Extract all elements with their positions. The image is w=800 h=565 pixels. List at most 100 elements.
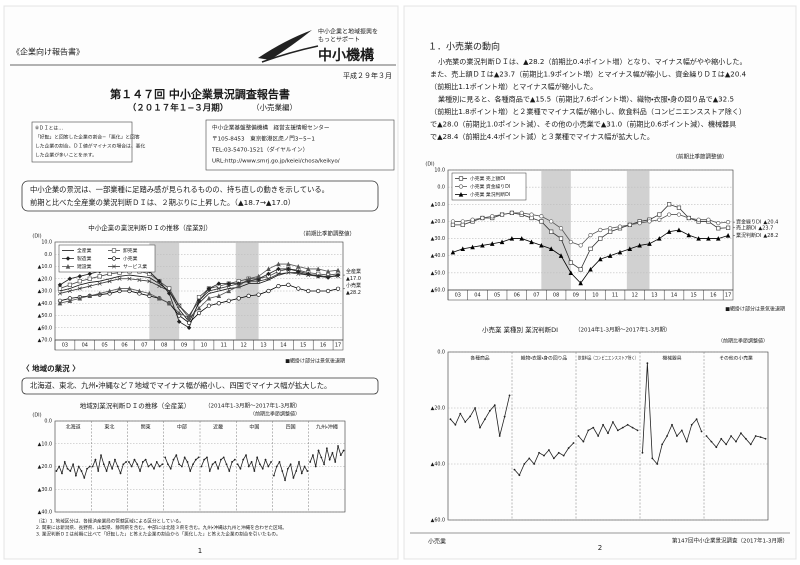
footnote: （注）1. 地域区分は、各経済産業局の管轄区域による区分としている。: [36, 518, 184, 525]
data-point: [289, 463, 292, 466]
x-tick-label: 08: [553, 293, 559, 299]
data-point: [226, 298, 231, 303]
data-point: [454, 423, 457, 426]
footer-title: 第147回中小企業景況調査（2017年1-3月期）: [672, 537, 788, 545]
data-point: [276, 271, 281, 276]
data-point: [710, 440, 713, 443]
data-point: [690, 423, 693, 426]
data-point: [236, 283, 242, 289]
data-point: [493, 404, 496, 407]
data-point: [187, 313, 192, 318]
data-point: [183, 456, 186, 459]
y-tick-label: ▲60.0: [38, 325, 52, 331]
data-point: [97, 290, 102, 296]
data-point: [627, 246, 633, 251]
chart-subtitle: （2014年1-3月期〜2017年1-3月期）: [575, 326, 670, 334]
data-point: [206, 286, 212, 291]
legend-marker: [458, 184, 464, 189]
legend-label: 建設業: [77, 263, 92, 270]
data-point: [153, 467, 155, 470]
page-number: 2: [598, 544, 602, 552]
data-point: [509, 236, 515, 241]
data-point: [637, 242, 642, 248]
data-point: [598, 236, 603, 241]
data-point: [72, 463, 75, 466]
data-point: [676, 435, 678, 437]
data-point: [616, 429, 619, 432]
data-point: [646, 362, 649, 365]
data-point: [58, 465, 61, 468]
data-point: [331, 451, 334, 454]
data-point: [102, 463, 105, 466]
data-point: [203, 458, 206, 461]
data-point: [716, 221, 721, 226]
end-label-value: ▲20.4: [763, 220, 778, 226]
data-point: [470, 244, 475, 250]
data-point: [657, 212, 662, 217]
report-period: （２０１７年１−３月期）: [128, 103, 229, 114]
data-point: [303, 465, 306, 468]
y-tick-label: 0.0: [44, 252, 52, 258]
data-point: [588, 246, 593, 251]
section-heading: 〈 地域の業況 〉: [22, 363, 80, 373]
data-point: [296, 269, 301, 274]
data-point: [671, 423, 673, 426]
data-point: [177, 303, 182, 308]
data-point: [226, 288, 232, 294]
data-point: [528, 457, 531, 460]
data-point: [137, 277, 142, 282]
data-point: [144, 458, 147, 461]
paragraph-line: で▲28.0（前期比1.0ポイント減）、その他の小売業で▲31.0（前期比0.6…: [430, 120, 736, 129]
data-point: [631, 426, 634, 429]
data-point: [176, 319, 182, 324]
data-point: [117, 276, 122, 281]
legend-marker: [458, 192, 464, 197]
data-point: [211, 463, 214, 466]
data-point: [139, 470, 141, 472]
data-point: [186, 320, 192, 325]
data-point: [189, 470, 192, 472]
data-point: [489, 241, 495, 246]
data-point: [222, 456, 225, 459]
data-point: [266, 271, 271, 277]
legend-label: 小売業 資金繰りDI: [470, 183, 510, 190]
data-point: [87, 284, 92, 289]
data-point: [759, 436, 762, 439]
recession-shade: [235, 242, 259, 340]
data-point: [175, 454, 178, 457]
data-point: [325, 447, 328, 450]
data-point: [578, 267, 583, 272]
data-point: [558, 236, 564, 241]
data-point: [309, 461, 312, 463]
data-point: [261, 467, 264, 470]
data-point: [503, 415, 506, 418]
paragraph-line: で▲28.4（前期比4.4ポイント減）と３業種でマイナス幅が拡大した。: [430, 132, 654, 141]
paragraph-line: 業種別に見ると、各種商品で▲15.5（前期比7.6ポイント増）、織物・衣服・身の…: [438, 95, 734, 104]
data-point: [186, 315, 192, 321]
data-point: [661, 443, 664, 446]
y-tick-label: ▲20.0: [431, 406, 445, 412]
data-point: [107, 279, 112, 284]
y-tick-label: ▲20.0: [431, 219, 445, 225]
x-tick-label: 04: [82, 343, 88, 349]
di-explanation: した企業の割合。ＤＩ値がマイナスの場合は、悪化: [35, 143, 145, 150]
di-explanation: した企業が多いことを示す。: [35, 152, 97, 159]
data-point: [286, 270, 291, 275]
x-tick-label: 06: [514, 293, 520, 299]
di-explanation: 「好転」と回答した企業の割合−「悪化」と回答: [35, 134, 140, 141]
data-point: [178, 463, 180, 466]
y-tick-label: ▲50.0: [431, 270, 445, 276]
data-point: [281, 470, 284, 472]
data-point: [499, 212, 505, 217]
report-label: 《企業向け報告書》: [12, 47, 84, 57]
data-point: [450, 222, 456, 227]
y-tick-label: 10.0: [41, 240, 52, 246]
data-point: [314, 465, 317, 468]
data-point: [676, 212, 682, 217]
y-tick-label: ▲10.0: [431, 202, 445, 208]
contact-line: URL:http://www.smrj.go.jp/keiei/chosa/ke…: [212, 159, 340, 165]
chart-note: ■網掛け部分は景気後退期: [725, 306, 785, 313]
end-label-name: 業況判断DI: [736, 232, 761, 239]
data-point: [459, 412, 462, 415]
report-title: 第１４７回 中小企業景況調査報告書: [110, 87, 290, 101]
